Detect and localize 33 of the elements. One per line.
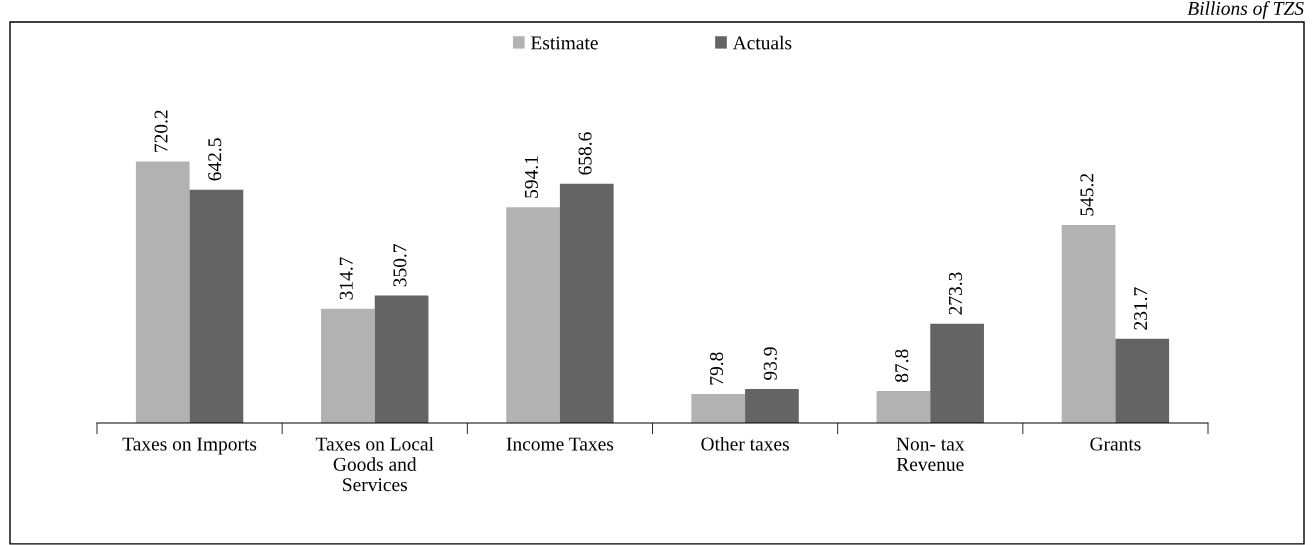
bar — [745, 388, 799, 423]
x-tick-label: Grants — [1090, 437, 1141, 451]
data-label: 79.8 — [709, 352, 724, 385]
data-label: 87.8 — [895, 349, 909, 383]
data-label: 545.2 — [1080, 173, 1094, 216]
data-label: 720.2 — [154, 110, 168, 152]
x-tick-label: Taxes on Imports — [122, 437, 257, 455]
legend-label: Actuals — [732, 35, 792, 50]
bar — [1061, 224, 1116, 423]
data-label: 642.5 — [208, 138, 222, 181]
bar — [321, 308, 375, 423]
bar — [374, 295, 429, 423]
data-label: 314.7 — [339, 257, 353, 300]
bar — [1115, 338, 1170, 423]
data-label: 658.6 — [578, 132, 592, 175]
x-tick-label: Non- tax Revenue — [896, 437, 965, 471]
data-label: 594.1 — [524, 156, 539, 198]
legend-label: Estimate — [531, 36, 598, 50]
bar — [930, 323, 984, 423]
data-label: 231.7 — [1134, 287, 1148, 330]
bar — [506, 207, 560, 423]
data-label: 350.7 — [393, 244, 407, 287]
text: Billions of TZS — [1187, 1, 1304, 19]
data-label: 273.3 — [948, 272, 963, 315]
data-label: 93.9 — [763, 347, 777, 380]
bar — [189, 189, 244, 423]
bar — [559, 183, 614, 423]
x-tick-label: Other taxes — [701, 436, 789, 451]
bar — [135, 161, 190, 423]
x-tick-label: Taxes on Local Goods and Services — [315, 436, 434, 492]
bar — [691, 394, 746, 423]
bar — [876, 391, 931, 423]
x-tick-label: Income Taxes — [506, 437, 614, 451]
